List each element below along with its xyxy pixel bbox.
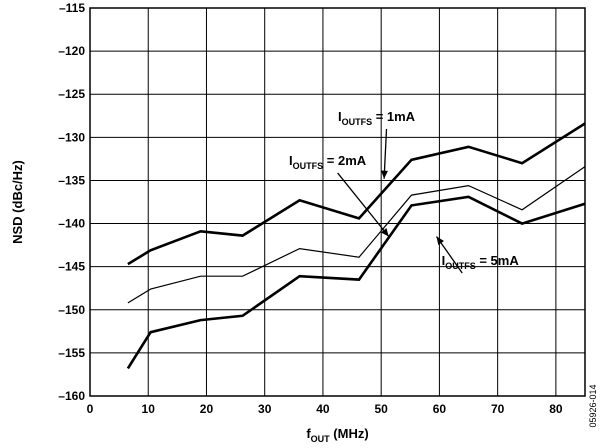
series-line-2	[127, 166, 586, 304]
y-axis-label: NSD (dBc/Hz)	[10, 160, 25, 244]
x-tick-label: 60	[433, 402, 447, 416]
x-tick-label: 50	[374, 402, 388, 416]
annotation-arrow-2	[337, 172, 390, 237]
y-tick-label: –115	[59, 1, 85, 15]
y-tick-label: –145	[58, 260, 85, 274]
series-layer	[126, 122, 586, 370]
series-label-rest: = 2mA	[323, 153, 367, 168]
x-axis-label: fOUT (MHz)	[306, 426, 368, 444]
arrowhead-1	[380, 170, 388, 179]
x-tick-label: 70	[491, 402, 505, 416]
y-tick-labels: –115 –120 –125 –130 –135 –140 –145 –150 –155 –160	[58, 1, 85, 403]
x-tick-labels: 0 10 20 30 40 50 60 70 80	[87, 402, 563, 416]
y-tick-label: –135	[58, 173, 85, 187]
series-label-2: IOUTFS = 2mA	[289, 153, 367, 171]
series-label-main: I	[338, 109, 342, 124]
arrowhead-3	[436, 236, 444, 246]
series-label-1: IOUTFS = 1mA	[338, 109, 416, 127]
series-line-3	[126, 195, 586, 370]
x-tick-label: 0	[87, 402, 94, 416]
x-tick-label: 20	[200, 402, 214, 416]
x-tick-label: 30	[258, 402, 272, 416]
plot-frame	[89, 7, 586, 397]
figure-code: 05926-014	[588, 384, 598, 427]
y-tick-label: –140	[58, 217, 85, 231]
y-tick-label: –150	[58, 303, 85, 317]
grid	[90, 8, 585, 396]
series-label-main: I	[289, 153, 293, 168]
series-label-3: IOUTFS = 5mA	[442, 253, 520, 271]
series-label-sub: OUTFS	[342, 117, 373, 127]
y-tick-label: –160	[58, 389, 85, 403]
x-axis-label-sub: OUT	[311, 434, 331, 444]
x-tick-label: 80	[549, 402, 563, 416]
y-tick-label: –120	[58, 44, 85, 58]
series-label-rest: = 1mA	[372, 109, 416, 124]
x-axis-label-rest: (MHz)	[330, 426, 369, 441]
series-label-main: I	[442, 253, 446, 268]
series-line-1	[127, 122, 586, 266]
series-label-sub: OUTFS	[445, 261, 476, 271]
arrowhead-2	[381, 228, 389, 237]
y-tick-label: –130	[58, 130, 85, 144]
series-label-sub: OUTFS	[293, 161, 324, 171]
y-tick-label: –125	[58, 87, 85, 101]
x-tick-label: 10	[142, 402, 156, 416]
annotation-arrow-1	[383, 128, 388, 179]
y-tick-label: –155	[58, 346, 85, 360]
x-axis-label-main: f	[306, 426, 311, 441]
x-tick-label: 40	[316, 402, 330, 416]
series-label-rest: = 5mA	[476, 253, 520, 268]
